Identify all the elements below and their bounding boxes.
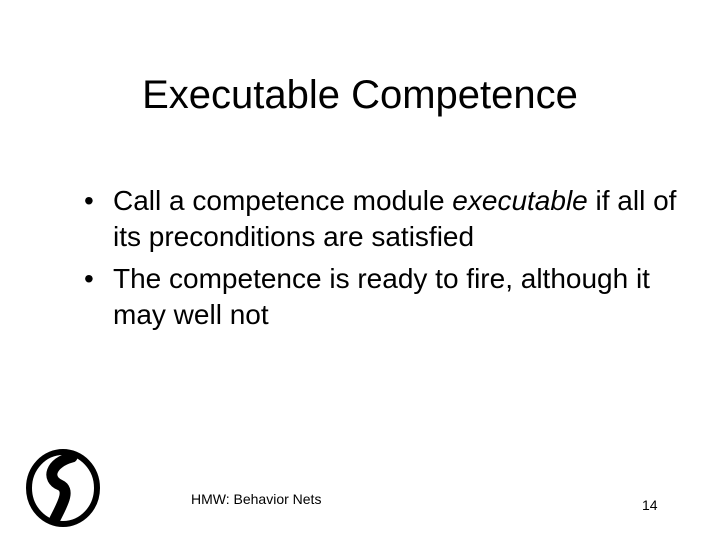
emphasized-term: executable <box>452 185 588 216</box>
footer-text: HMW: Behavior Nets <box>191 491 322 507</box>
slide-title: Executable Competence <box>142 73 578 117</box>
bullet-marker: • <box>84 263 94 294</box>
bullet-text-end: if all of its preconditions are satisfie… <box>113 185 677 252</box>
bullet-marker: • <box>84 185 94 216</box>
page-number: 14 <box>642 497 658 513</box>
circle-swirl-logo-icon <box>26 449 100 527</box>
bullet-text-start: Call a competence module <box>113 185 453 216</box>
bullet-text: The competence is ready to fire, althoug… <box>113 263 650 330</box>
bullet-item-2: • The competence is ready to fire, althou… <box>84 261 704 333</box>
bullet-list: • Call a competence module executable if … <box>84 183 704 339</box>
bullet-item-1: • Call a competence module executable if … <box>84 183 704 255</box>
